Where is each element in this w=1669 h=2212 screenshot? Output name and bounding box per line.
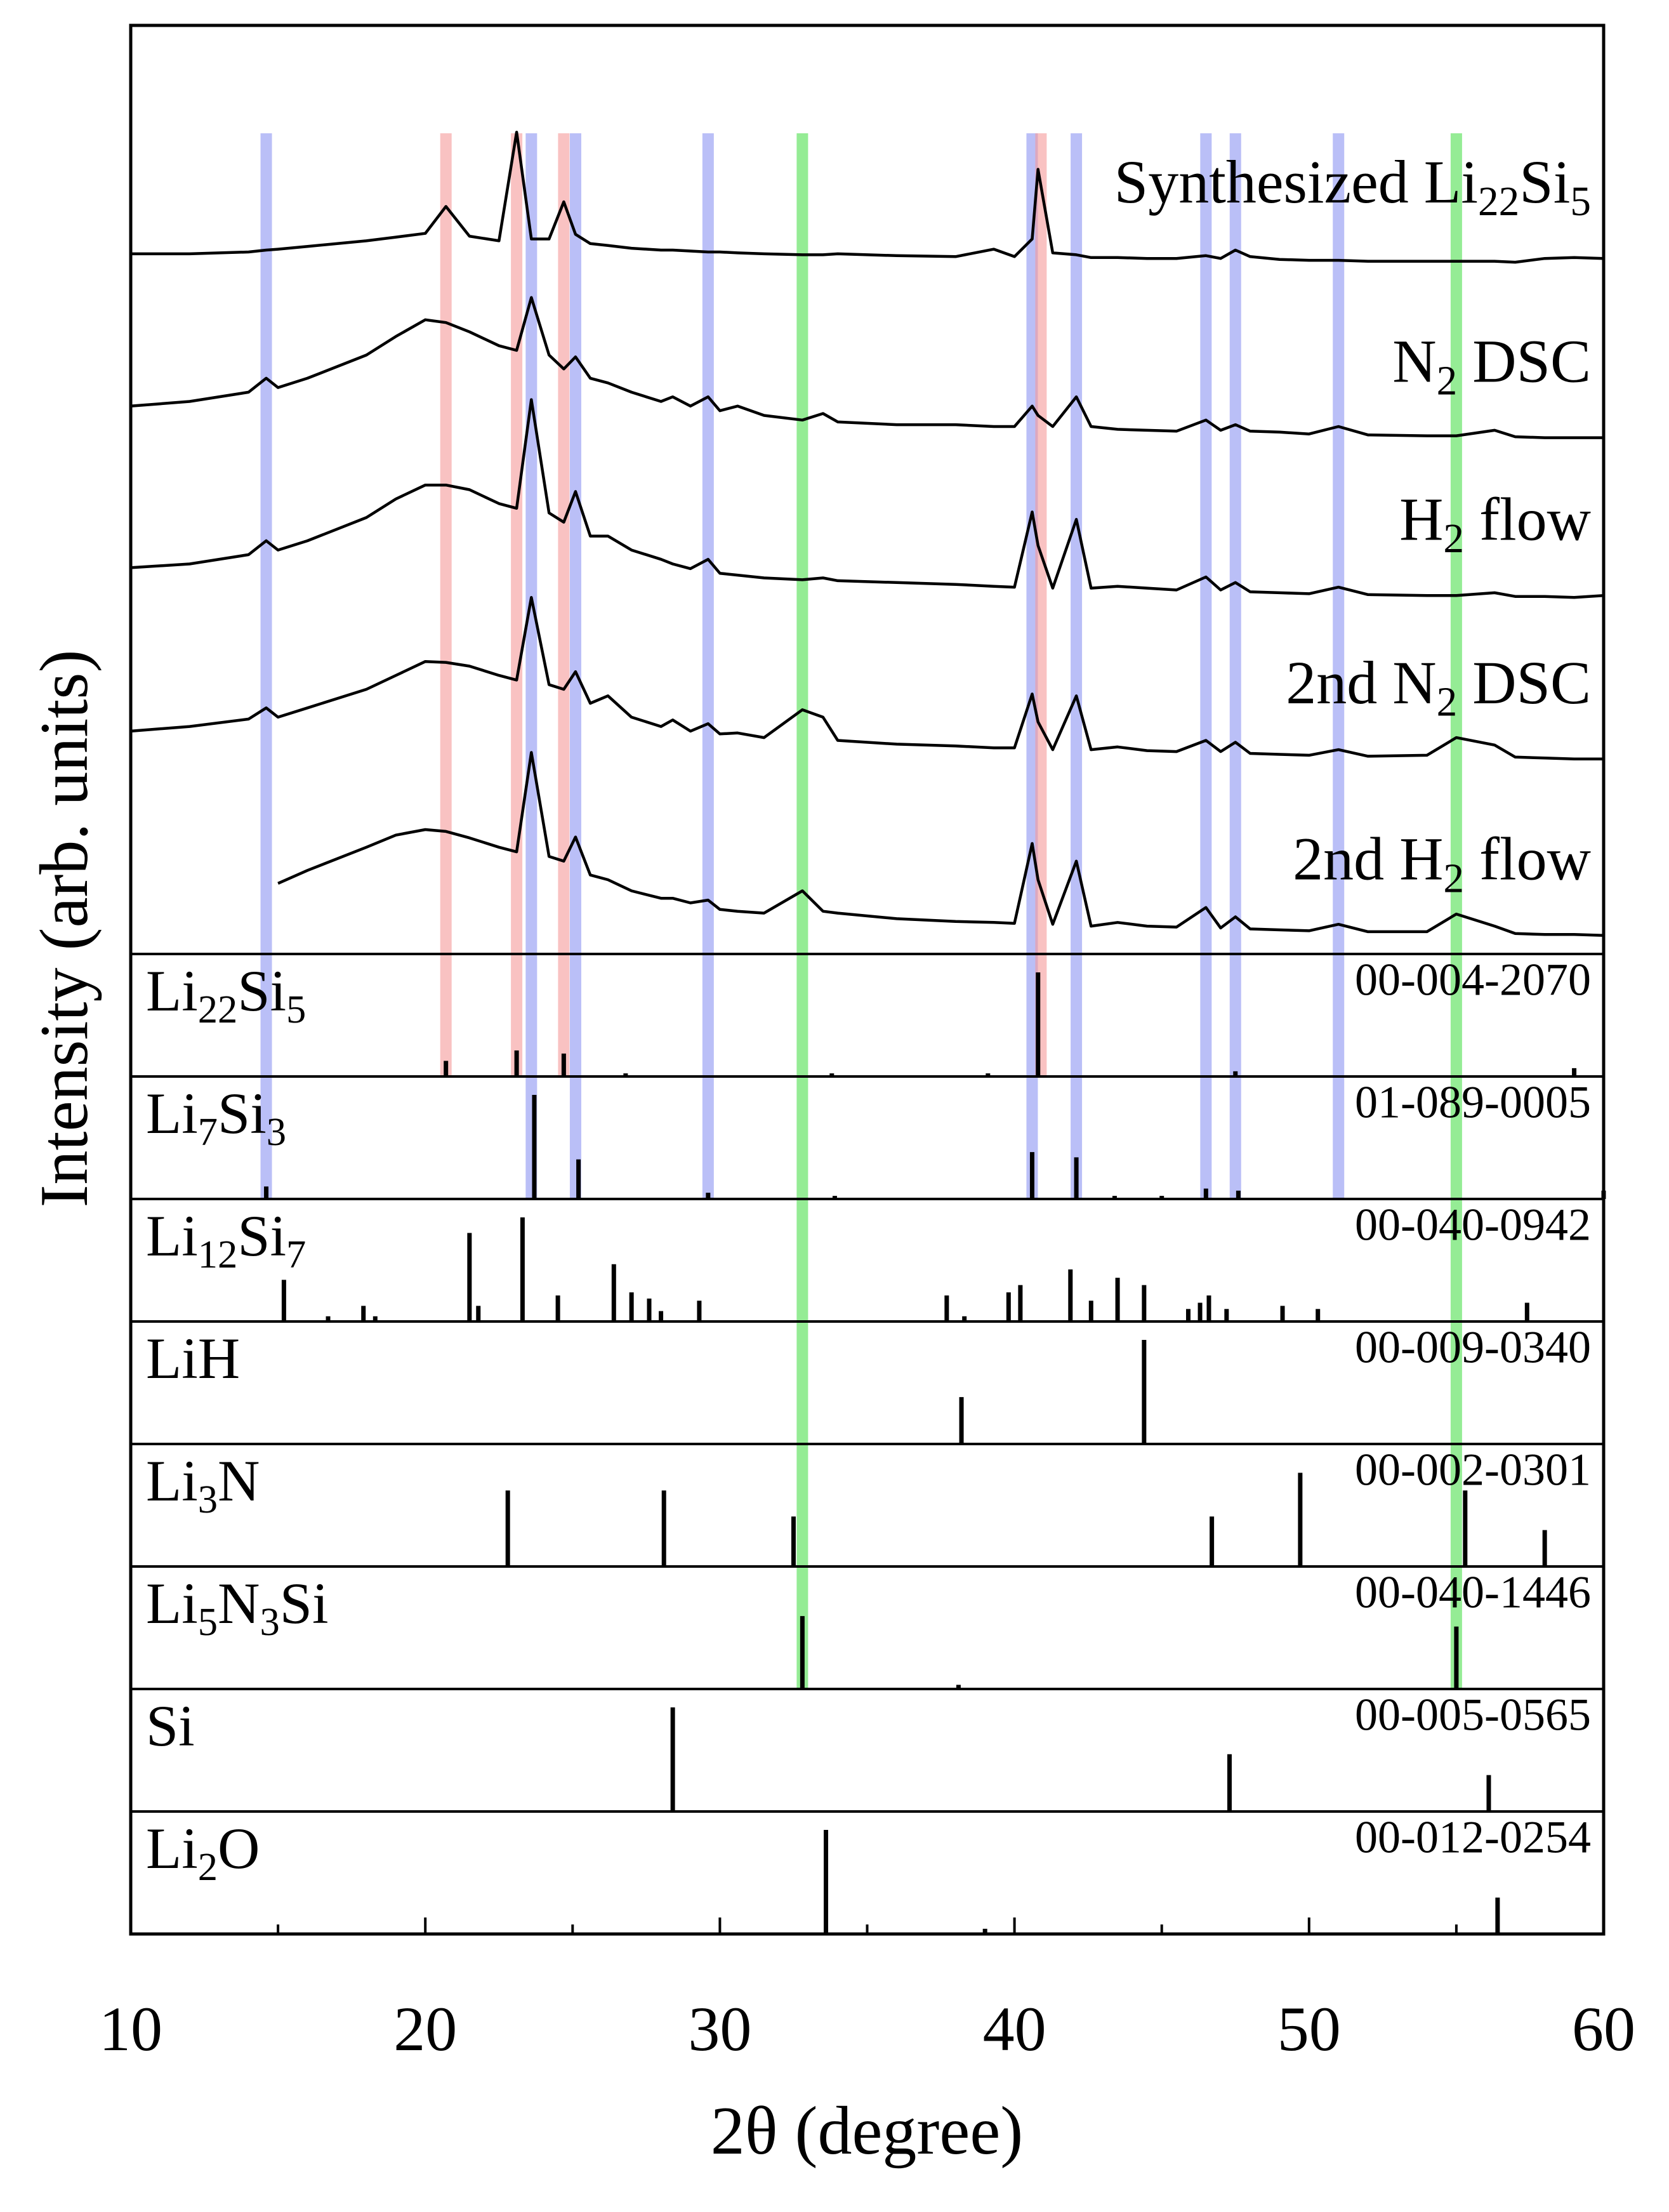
- reference-code: 00-012-0254: [1355, 1812, 1591, 1863]
- xrd-trace: [277, 751, 1604, 937]
- reference-code: 00-009-0340: [1355, 1322, 1591, 1373]
- reference-code: 00-040-0942: [1355, 1200, 1591, 1250]
- x-tick-label: 30: [688, 1994, 751, 2064]
- reference-name: Li5N3Si: [146, 1571, 329, 1644]
- trace-label: Synthesized Li22Si5: [1114, 148, 1591, 225]
- reference-name: Li22Si5: [146, 958, 306, 1031]
- x-tick-label: 20: [393, 1994, 457, 2064]
- highlight-band: [525, 133, 538, 1199]
- highlight-band: [1026, 133, 1038, 1199]
- xrd-trace: [130, 296, 1604, 439]
- highlight-band: [1071, 133, 1083, 1199]
- reference-name: LiH: [146, 1326, 240, 1391]
- trace-label: N2 DSC: [1392, 328, 1591, 404]
- reference-code: 00-040-1446: [1355, 1567, 1591, 1618]
- x-axis-label: 2θ (degree): [711, 2093, 1023, 2169]
- highlight-band: [558, 133, 570, 1076]
- trace-label: 2nd N2 DSC: [1286, 649, 1591, 725]
- highlight-band: [1450, 133, 1462, 1689]
- highlight-band: [1229, 133, 1241, 1199]
- highlight-band: [440, 133, 452, 1076]
- x-tick-label: 50: [1277, 1994, 1341, 2064]
- reference-code: 00-004-2070: [1355, 955, 1591, 1005]
- highlight-band: [260, 133, 272, 1199]
- highlight-band: [569, 133, 581, 1199]
- xrd-trace: [131, 130, 1604, 264]
- y-axis-label: Intensity (arb. units): [27, 650, 102, 1208]
- trace-label: 2nd H2 flow: [1293, 825, 1591, 902]
- reference-name: Si: [146, 1693, 195, 1758]
- x-tick-label: 40: [983, 1994, 1046, 2064]
- highlight-band: [1333, 133, 1345, 1199]
- highlight-band: [1200, 133, 1212, 1199]
- highlight-band: [1035, 133, 1047, 1076]
- xrd-trace: [130, 398, 1604, 599]
- x-tick-label: 10: [99, 1994, 162, 2064]
- highlight-band: [511, 133, 523, 1076]
- reference-code: 00-002-0301: [1355, 1445, 1591, 1495]
- trace-label: H2 flow: [1399, 485, 1591, 562]
- reference-code: 00-005-0565: [1355, 1690, 1591, 1740]
- reference-name: Li7Si3: [146, 1081, 286, 1154]
- x-tick-label: 60: [1572, 1994, 1635, 2064]
- highlight-band: [796, 133, 808, 1689]
- reference-code: 01-089-0005: [1355, 1077, 1591, 1128]
- reference-name: Li2O: [146, 1816, 260, 1889]
- reference-name: Li3N: [146, 1448, 260, 1521]
- highlight-band: [702, 133, 714, 1199]
- xrd-trace: [130, 595, 1604, 761]
- reference-name: Li12Si7: [146, 1203, 306, 1276]
